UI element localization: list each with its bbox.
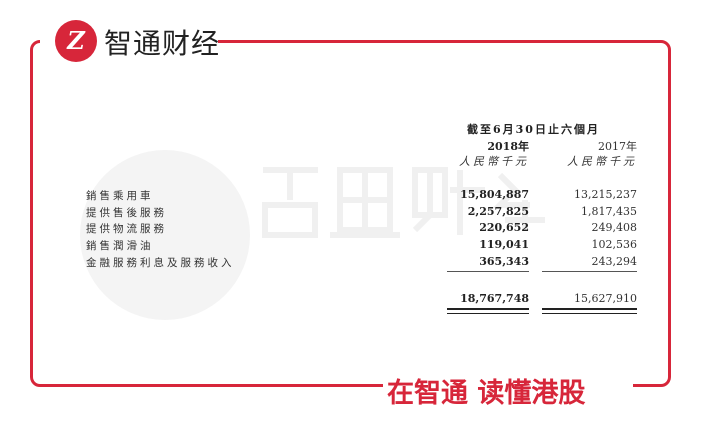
period-header: 截至6月30日止六個月 — [467, 123, 600, 136]
value-2017: 249,408 — [591, 221, 638, 234]
frame-border — [30, 40, 671, 387]
subtotal-rule — [447, 271, 529, 272]
row-label: 銷售潤滑油 — [86, 240, 154, 252]
row-label: 金融服務利息及服務收入 — [86, 257, 235, 269]
brand-logo-icon: Z — [55, 20, 97, 62]
slogan: 在智通 读懂港股 — [387, 378, 586, 409]
unit-2018: 人民幣千元 — [459, 155, 529, 168]
watermark-logo — [80, 150, 250, 320]
value-2017: 1,817,435 — [581, 205, 637, 218]
row-label: 提供物流服務 — [86, 223, 167, 235]
value-2018: 119,041 — [479, 238, 529, 251]
row-label: 銷售乘用車 — [86, 190, 154, 202]
brand-name: 智通财经 — [104, 27, 221, 60]
year-2018: 2018年 — [487, 140, 529, 153]
total-2018: 18,767,748 — [460, 292, 529, 305]
value-2018: 220,652 — [479, 221, 529, 234]
value-2018: 15,804,887 — [460, 188, 529, 201]
total-double-rule — [447, 308, 529, 314]
total-2017: 15,627,910 — [574, 292, 637, 305]
value-2017: 243,294 — [591, 255, 638, 268]
value-2018: 2,257,825 — [467, 205, 529, 218]
value-2017: 13,215,237 — [574, 188, 637, 201]
year-2017: 2017年 — [598, 140, 637, 153]
total-double-rule — [542, 308, 637, 314]
subtotal-rule — [542, 271, 637, 272]
unit-2017: 人民幣千元 — [567, 155, 637, 168]
value-2017: 102,536 — [591, 238, 638, 251]
watermark-graphic — [262, 167, 545, 238]
row-label: 提供售後服務 — [86, 207, 167, 219]
value-2018: 365,343 — [479, 255, 529, 268]
